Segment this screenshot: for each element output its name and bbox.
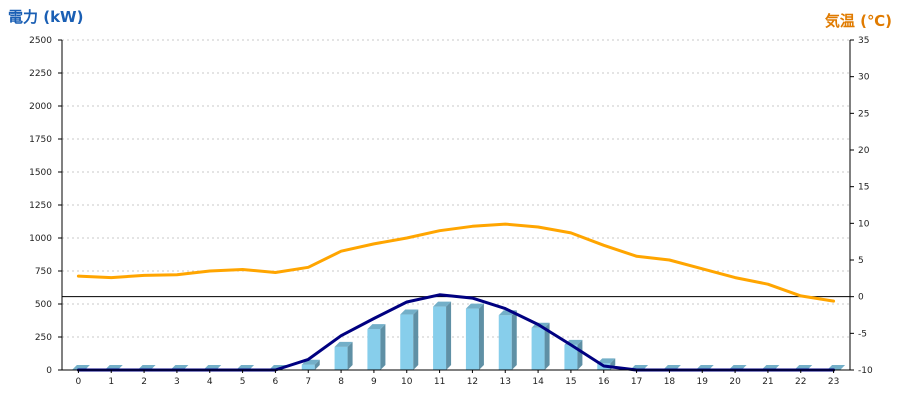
right-tick-label: -10 — [858, 366, 873, 376]
x-tick-label: 16 — [598, 377, 610, 387]
x-tick-label: 4 — [207, 377, 213, 387]
x-tick-label: 3 — [174, 377, 180, 387]
left-tick-label: 2250 — [29, 69, 52, 79]
x-tick-label: 13 — [500, 377, 511, 387]
left-tick-label: 0 — [46, 366, 52, 376]
power-bar — [433, 301, 452, 370]
left-tick-label: 1250 — [29, 201, 52, 211]
x-tick-label: 1 — [108, 377, 114, 387]
tick-labels: 02505007501000125015001750200022502500-1… — [29, 36, 873, 387]
axes — [58, 39, 854, 373]
right-tick-label: 25 — [858, 109, 869, 119]
x-tick-label: 15 — [565, 377, 576, 387]
left-tick-label: 750 — [35, 267, 52, 277]
left-tick-label: 1500 — [29, 168, 52, 178]
x-tick-label: 23 — [828, 377, 839, 387]
power-bar — [465, 303, 484, 370]
left-tick-label: 1750 — [29, 135, 52, 145]
right-tick-label: 10 — [858, 219, 870, 229]
power-bar — [498, 310, 517, 370]
left-axis-title: 電力 (kW) — [8, 8, 83, 26]
x-tick-label: 6 — [273, 377, 279, 387]
grid — [62, 39, 850, 338]
x-tick-label: 19 — [697, 377, 709, 387]
right-tick-label: 0 — [858, 293, 864, 303]
right-tick-label: 30 — [858, 73, 870, 83]
power-bar — [564, 339, 583, 370]
left-tick-label: 1000 — [29, 234, 52, 244]
x-tick-label: 18 — [664, 377, 676, 387]
x-tick-label: 17 — [631, 377, 642, 387]
right-axis-title: 気温 (℃) — [825, 12, 892, 30]
left-tick-label: 2000 — [29, 102, 52, 112]
x-tick-label: 20 — [729, 377, 741, 387]
right-tick-label: -5 — [858, 329, 867, 339]
right-tick-label: 20 — [858, 146, 870, 156]
power-line — [76, 293, 836, 372]
power-bar — [400, 309, 419, 370]
x-tick-label: 8 — [338, 377, 344, 387]
x-tick-label: 2 — [141, 377, 147, 387]
x-tick-label: 22 — [795, 377, 806, 387]
x-tick-label: 21 — [762, 377, 773, 387]
right-tick-label: 5 — [858, 256, 864, 266]
x-tick-label: 14 — [532, 377, 544, 387]
temperature-line — [76, 222, 836, 303]
x-tick-label: 10 — [401, 377, 413, 387]
power-bars — [71, 301, 846, 370]
power-bar — [334, 341, 353, 370]
left-tick-label: 2500 — [29, 36, 52, 46]
right-tick-label: 15 — [858, 183, 869, 193]
right-tick-label: 35 — [858, 36, 869, 46]
x-tick-label: 9 — [371, 377, 377, 387]
power-bar — [367, 324, 386, 370]
x-tick-label: 0 — [76, 377, 82, 387]
left-tick-label: 500 — [35, 300, 52, 310]
x-tick-label: 5 — [240, 377, 246, 387]
left-tick-label: 250 — [35, 333, 52, 343]
x-tick-label: 12 — [467, 377, 478, 387]
x-tick-label: 7 — [305, 377, 311, 387]
x-tick-label: 11 — [434, 377, 445, 387]
